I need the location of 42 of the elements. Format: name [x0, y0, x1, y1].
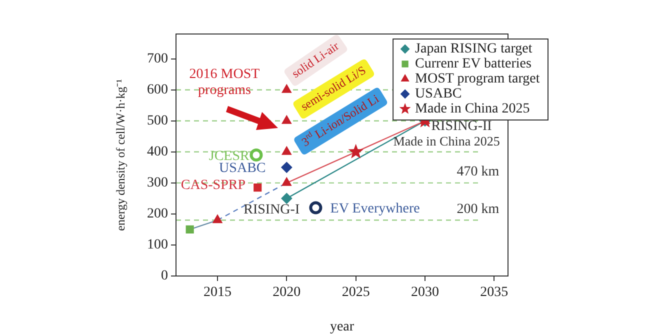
- point: [348, 144, 364, 158]
- y-tick-label: 500: [147, 114, 168, 129]
- legend-label: Japan RISING target: [415, 42, 532, 57]
- x-axis-title: year: [330, 319, 354, 334]
- x-tick-label: 2015: [204, 285, 232, 300]
- annotation: EV Everywhere: [330, 201, 420, 216]
- y-tick-label: 400: [147, 144, 168, 160]
- point: [212, 214, 222, 224]
- y-tick-label: 200: [147, 206, 168, 222]
- legend-label: Made in China 2025: [415, 102, 530, 117]
- point: [281, 162, 292, 173]
- point: [282, 177, 292, 186]
- y-axis-title: energy density of cell/W·h·kg⁻¹: [113, 78, 128, 231]
- annotation: Made in China 2025: [393, 134, 500, 149]
- y-tick-label: 0: [161, 268, 168, 284]
- annotation: RISING-I: [244, 202, 300, 218]
- y-tick-label: 700: [147, 51, 168, 66]
- annotation: RISING-II: [431, 118, 492, 134]
- point: [254, 184, 262, 192]
- point: [186, 225, 194, 234]
- point: [282, 84, 292, 93]
- annotation: solid Li-air: [289, 38, 342, 81]
- legend-label: MOST program target: [415, 72, 540, 87]
- point: [282, 115, 292, 124]
- x-tick-label: 2030: [411, 285, 439, 300]
- ref-line-label: 200 km: [456, 202, 500, 217]
- y-tick-label: 300: [147, 176, 168, 191]
- x-tick-label: 2020: [272, 285, 301, 300]
- point: [281, 192, 292, 204]
- annotation: USABC: [219, 160, 266, 176]
- annotation: CAS-SPRP: [180, 178, 246, 194]
- legend-label: USABC: [415, 86, 462, 102]
- annotation: 2016 MOST programs: [189, 66, 260, 98]
- legend-label: Currenr EV batteries: [415, 56, 532, 72]
- ref-line-label: 470 km: [456, 164, 500, 180]
- point: [250, 148, 263, 162]
- point: [309, 201, 322, 214]
- y-tick-label: 600: [147, 82, 168, 98]
- point: [282, 146, 292, 155]
- y-tick-label: 100: [147, 238, 168, 253]
- x-tick-label: 2035: [480, 285, 508, 300]
- x-tick-label: 2025: [342, 285, 370, 300]
